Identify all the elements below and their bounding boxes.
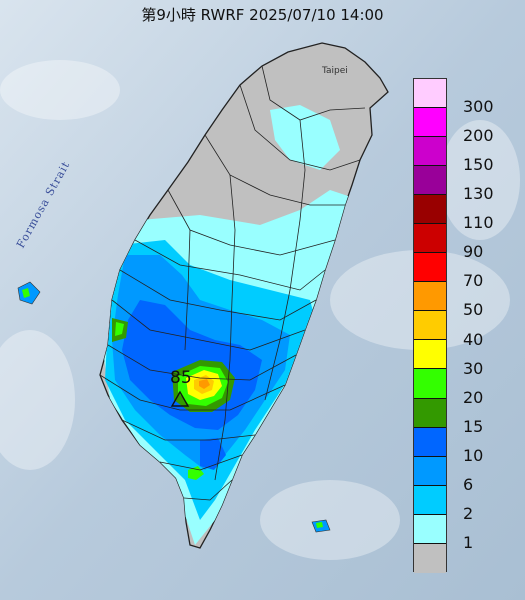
legend-swatch (414, 108, 446, 138)
legend-swatch (414, 398, 446, 428)
legend-swatch (414, 282, 446, 312)
legend-label: 40 (463, 329, 484, 349)
legend-label: 15 (463, 416, 484, 436)
city-label: Taipei (322, 66, 348, 76)
legend-label: 2 (463, 503, 474, 523)
legend-label: 150 (463, 155, 494, 175)
legend-label: 130 (463, 184, 494, 204)
rain-area-10mm-south (200, 438, 226, 470)
legend-label: 30 (463, 358, 484, 378)
rain-area-20mm-south (188, 466, 204, 480)
legend-swatch (414, 514, 446, 544)
legend-swatch (414, 137, 446, 167)
rain-area-20mm-west (115, 322, 124, 336)
max-rain-value: 85 (170, 368, 192, 388)
legend-swatch (414, 253, 446, 283)
legend-label: 10 (463, 445, 484, 465)
triangle-outline-icon (170, 390, 190, 407)
legend-swatch (414, 369, 446, 399)
legend-label: 20 (463, 387, 484, 407)
legend-label: 1 (463, 532, 474, 552)
legend-swatch (414, 195, 446, 225)
legend-label: 6 (463, 474, 474, 494)
legend-swatch (414, 340, 446, 370)
rain-area-1mm-north (270, 105, 340, 170)
legend-swatch (414, 224, 446, 254)
eastern-islands (311, 519, 331, 533)
legend-swatch (414, 456, 446, 486)
legend-swatch (414, 79, 446, 109)
legend: 300 200 150 130 110 90 70 50 40 30 20 15 10 6 2 1 (413, 78, 523, 573)
legend-color-bar (413, 78, 447, 573)
western-islands (17, 281, 41, 305)
legend-label: 50 (463, 300, 484, 320)
legend-label: 110 (463, 213, 494, 233)
legend-label: 70 (463, 271, 484, 291)
legend-swatch (414, 543, 446, 573)
legend-swatch (414, 485, 446, 515)
legend-label: 300 (463, 97, 494, 117)
legend-label: 90 (463, 242, 484, 262)
map-title: 第9小時 RWRF 2025/07/10 14:00 (141, 6, 384, 24)
legend-swatch (414, 427, 446, 457)
legend-swatch (414, 166, 446, 196)
admin-boundaries (99, 65, 366, 501)
rain-area-50mm (199, 379, 210, 389)
legend-label: 200 (463, 126, 494, 146)
legend-swatch (414, 311, 446, 341)
